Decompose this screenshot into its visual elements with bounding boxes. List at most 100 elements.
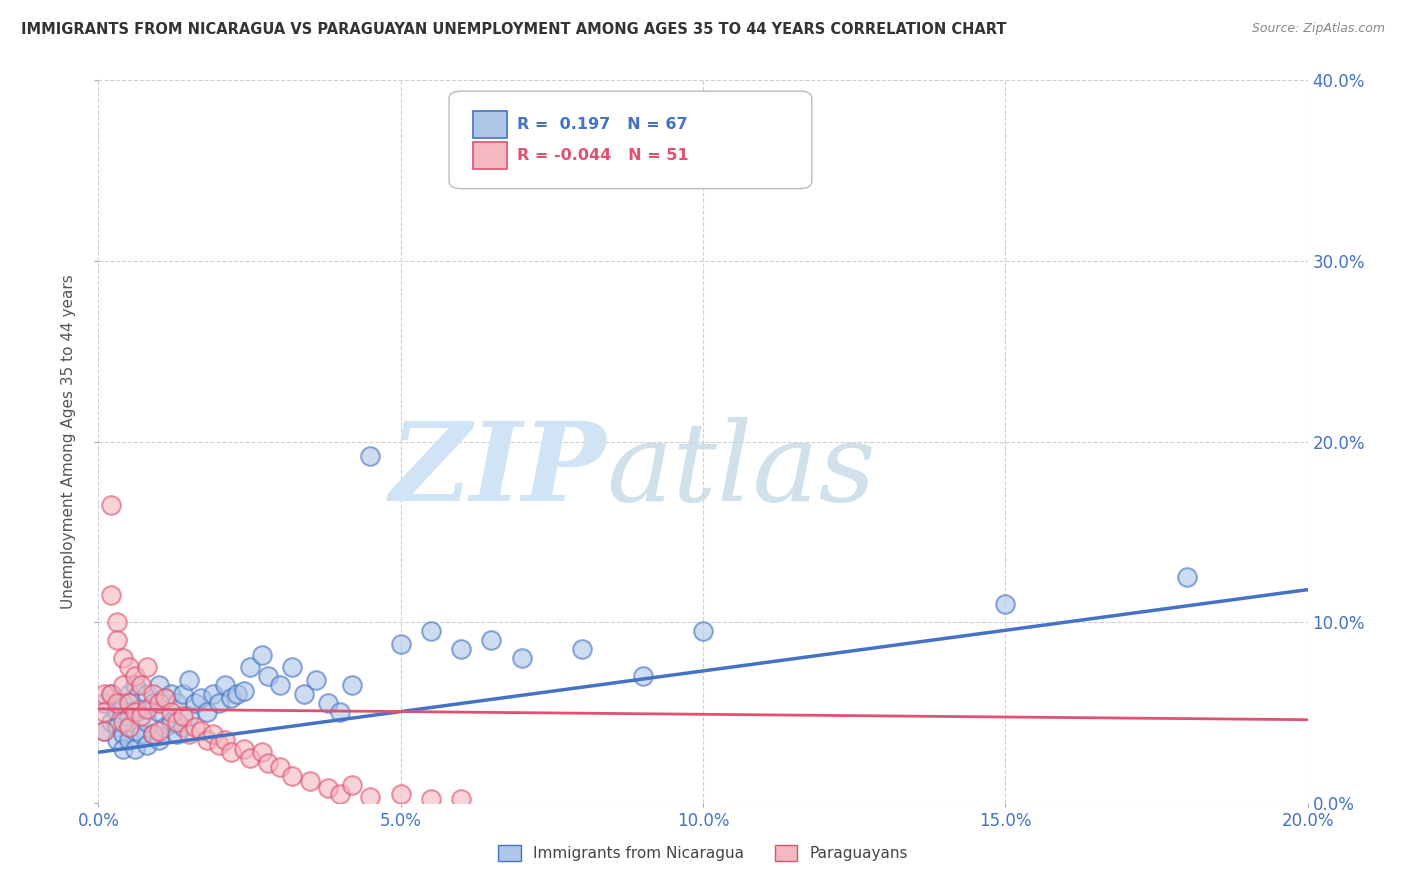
- Text: R =  0.197   N = 67: R = 0.197 N = 67: [517, 117, 688, 132]
- Point: [281, 769, 304, 783]
- Point: [166, 697, 188, 711]
- Point: [269, 760, 291, 774]
- Point: [360, 449, 382, 463]
- Point: [214, 732, 236, 747]
- Point: [160, 714, 183, 729]
- Point: [179, 727, 201, 741]
- Point: [124, 669, 146, 683]
- Point: [179, 673, 201, 687]
- Point: [195, 706, 218, 720]
- Point: [172, 687, 194, 701]
- Point: [221, 691, 243, 706]
- Point: [105, 706, 128, 720]
- Point: [118, 660, 141, 674]
- Point: [305, 673, 328, 687]
- Point: [100, 498, 122, 512]
- Point: [292, 687, 315, 701]
- Point: [232, 683, 254, 698]
- Point: [111, 678, 134, 692]
- Point: [135, 738, 157, 752]
- Point: [93, 723, 115, 738]
- Point: [420, 624, 443, 639]
- Point: [389, 787, 412, 801]
- Legend: Immigrants from Nicaragua, Paraguayans: Immigrants from Nicaragua, Paraguayans: [492, 839, 914, 867]
- Point: [129, 702, 152, 716]
- Point: [214, 678, 236, 692]
- Point: [481, 633, 503, 648]
- Text: IMMIGRANTS FROM NICARAGUA VS PARAGUAYAN UNEMPLOYMENT AMONG AGES 35 TO 44 YEARS C: IMMIGRANTS FROM NICARAGUA VS PARAGUAYAN …: [21, 22, 1007, 37]
- Point: [153, 720, 176, 734]
- Point: [360, 790, 382, 805]
- Point: [105, 732, 128, 747]
- FancyBboxPatch shape: [474, 111, 508, 138]
- Point: [111, 714, 134, 729]
- Point: [118, 709, 141, 723]
- Point: [166, 727, 188, 741]
- Point: [184, 720, 207, 734]
- Point: [129, 727, 152, 741]
- Point: [93, 697, 115, 711]
- Point: [111, 741, 134, 756]
- Point: [160, 706, 183, 720]
- Point: [93, 687, 115, 701]
- Point: [148, 706, 170, 720]
- Point: [226, 687, 249, 701]
- Point: [118, 720, 141, 734]
- Text: atlas: atlas: [606, 417, 876, 524]
- Point: [118, 687, 141, 701]
- Point: [269, 678, 291, 692]
- Point: [160, 687, 183, 701]
- Point: [342, 778, 364, 792]
- Y-axis label: Unemployment Among Ages 35 to 44 years: Unemployment Among Ages 35 to 44 years: [60, 274, 76, 609]
- Point: [148, 697, 170, 711]
- Point: [124, 723, 146, 738]
- Point: [221, 745, 243, 759]
- Point: [118, 697, 141, 711]
- Point: [299, 774, 322, 789]
- Point: [100, 588, 122, 602]
- Point: [153, 691, 176, 706]
- Point: [129, 709, 152, 723]
- Point: [450, 792, 472, 806]
- Point: [342, 678, 364, 692]
- Point: [124, 706, 146, 720]
- FancyBboxPatch shape: [474, 142, 508, 169]
- Point: [135, 687, 157, 701]
- Point: [329, 787, 352, 801]
- Point: [184, 697, 207, 711]
- Point: [105, 633, 128, 648]
- Point: [190, 691, 212, 706]
- Point: [135, 702, 157, 716]
- Point: [256, 669, 278, 683]
- Point: [239, 750, 262, 764]
- Point: [118, 732, 141, 747]
- Point: [142, 727, 165, 741]
- Point: [153, 691, 176, 706]
- Point: [129, 678, 152, 692]
- Point: [281, 660, 304, 674]
- Point: [250, 745, 273, 759]
- Point: [329, 706, 352, 720]
- Point: [420, 792, 443, 806]
- Point: [190, 723, 212, 738]
- Point: [93, 723, 115, 738]
- Point: [135, 660, 157, 674]
- Point: [1175, 570, 1198, 584]
- Point: [256, 756, 278, 770]
- Point: [124, 741, 146, 756]
- Point: [111, 697, 134, 711]
- Text: Source: ZipAtlas.com: Source: ZipAtlas.com: [1251, 22, 1385, 36]
- Point: [100, 687, 122, 701]
- Point: [111, 727, 134, 741]
- Point: [135, 714, 157, 729]
- Point: [148, 723, 170, 738]
- Point: [208, 738, 231, 752]
- Point: [994, 597, 1017, 611]
- Point: [250, 648, 273, 662]
- Point: [148, 732, 170, 747]
- Point: [105, 697, 128, 711]
- Point: [316, 697, 339, 711]
- Point: [316, 781, 339, 796]
- Point: [692, 624, 714, 639]
- Point: [111, 651, 134, 665]
